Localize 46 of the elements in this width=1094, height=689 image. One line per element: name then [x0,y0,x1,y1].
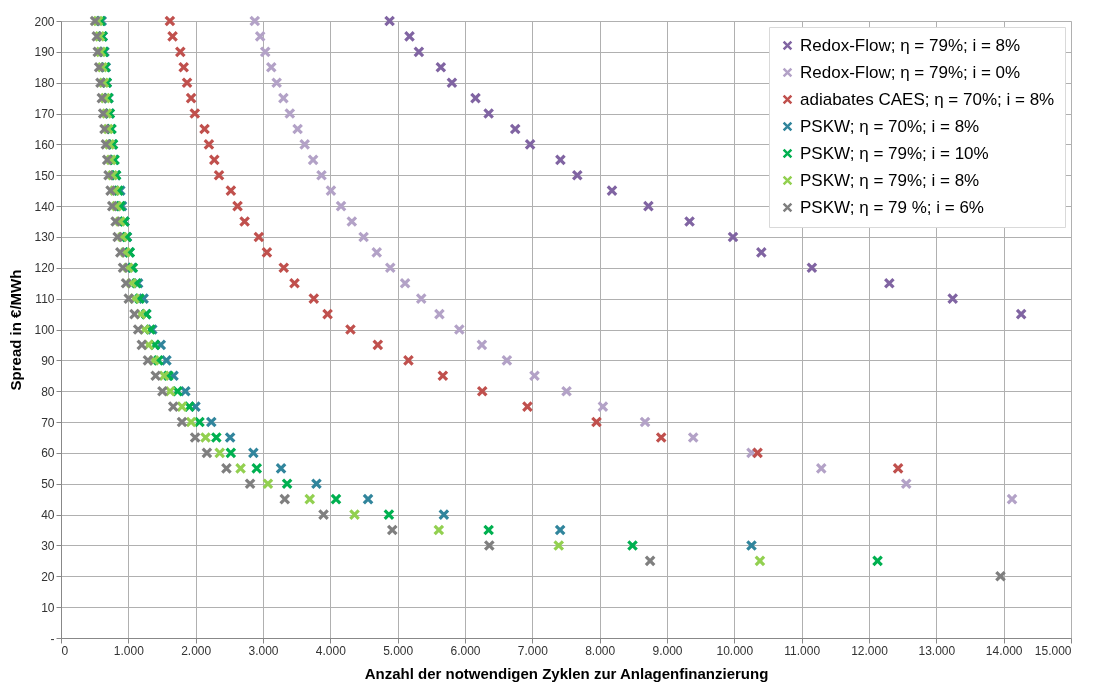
y-tick-label: 150 [34,168,55,183]
x-tick-label: 2.000 [181,643,212,658]
y-tick-label: 40 [41,508,55,523]
y-tick-label: 160 [34,137,55,152]
y-axis-title: Spread in €/MWh [7,269,25,391]
x-tick-label: 0 [61,643,69,658]
y-tick-label: 100 [34,323,55,337]
x-tick-label: 9.000 [652,643,683,658]
y-tick-label: 190 [34,45,55,60]
x-axis-title: Anzahl der notwendigen Zyklen zur Anlagenfinanzierung [364,664,769,682]
x-tick-label: 5.000 [383,643,414,658]
legend-label: PSKW; η = 79 %; i = 6% [800,197,984,217]
y-tick-label: 120 [34,261,55,276]
x-tick-label: 8.000 [585,643,616,658]
legend-label: adiabates CAES; η = 70%; i = 8% [800,89,1055,109]
x-tick-label: 3.000 [248,643,279,658]
legend-label: Redox-Flow; η = 79%; i = 0% [800,62,1021,82]
y-tick-label: 10 [41,600,55,615]
x-tick-label: 13.000 [918,643,956,658]
y-tick-label: 20 [41,569,55,584]
x-tick-label: 15.000 [1034,643,1072,658]
x-tick-label: 11.000 [784,643,821,658]
x-tick-label: 12.000 [851,643,889,658]
y-tick-label: 30 [41,538,55,553]
legend-label: PSKW; η = 79%; i = 8% [800,170,980,190]
y-tick-label: 60 [41,446,55,461]
y-tick-label: 70 [41,415,55,430]
y-tick-label: 110 [35,292,55,307]
y-tick-label: - [50,631,55,646]
y-tick-label: 50 [41,477,55,492]
y-tick-label: 130 [34,230,55,245]
x-tick-label: 14.000 [985,643,1023,658]
y-tick-label: 80 [41,384,55,399]
y-tick-label: 200 [34,14,55,29]
x-tick-label: 7.000 [517,643,549,658]
legend-label: PSKW; η = 79%; i = 10% [800,143,989,163]
x-tick-label: 4.000 [315,643,347,658]
x-tick-label: 1.000 [113,643,145,658]
x-tick-label: 10.000 [716,643,754,658]
y-tick-label: 170 [34,107,55,122]
x-tick-label: 6.000 [450,643,481,658]
y-tick-label: 140 [34,199,55,214]
legend-label: PSKW; η = 70%; i = 8% [800,116,980,136]
legend-label: Redox-Flow; η = 79%; i = 8% [800,35,1021,55]
y-tick-label: 180 [34,76,55,91]
y-tick-label: 90 [41,353,55,368]
